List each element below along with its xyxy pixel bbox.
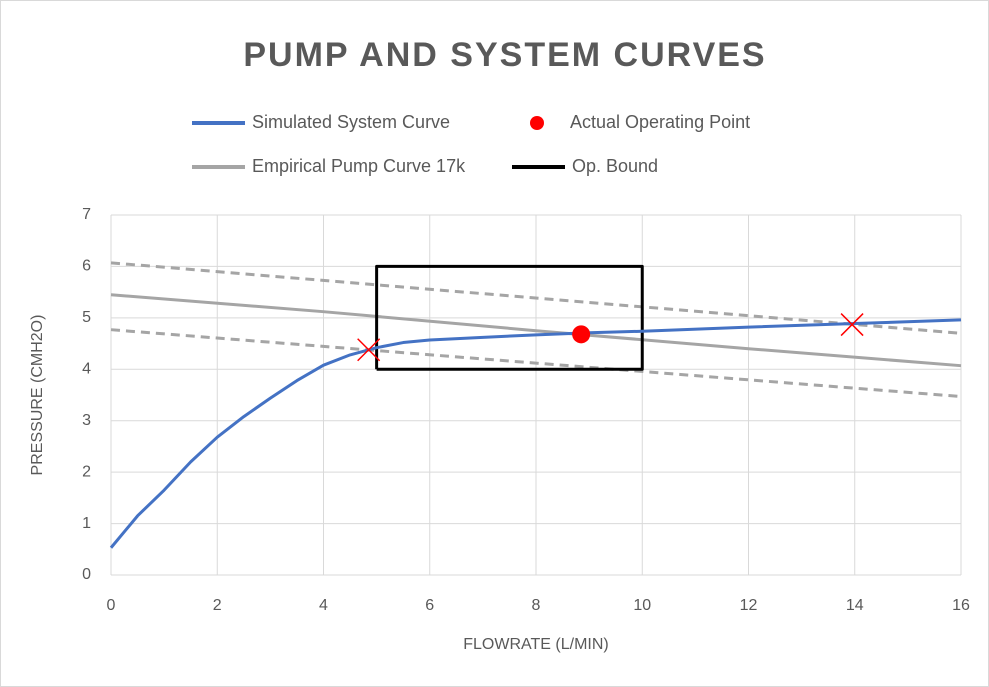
x-tick-label: 2: [213, 597, 222, 614]
legend-label: Empirical Pump Curve 17k: [252, 156, 466, 176]
y-tick-label: 4: [82, 361, 91, 378]
series-line: [109, 318, 962, 549]
legend-label: Simulated System Curve: [252, 112, 450, 132]
legend-label: Actual Operating Point: [570, 112, 750, 132]
dashed-line: [110, 328, 962, 399]
series-line: [375, 264, 644, 371]
x-tick-label: 8: [532, 597, 541, 614]
x-tick-label: 0: [107, 597, 116, 614]
x-tick-label: 6: [425, 597, 434, 614]
series-line: [110, 293, 962, 368]
x-tick-label: 14: [846, 597, 864, 614]
cross-marker: [357, 338, 381, 362]
x-tick-label: 10: [633, 597, 651, 614]
point-marker: [572, 325, 591, 344]
dashed-line: [110, 261, 962, 335]
y-tick-label: 3: [82, 412, 91, 429]
x-tick-label: 4: [319, 597, 328, 614]
legend-label: Op. Bound: [572, 156, 658, 176]
y-axis-title: PRESSURE (CMH2O): [29, 315, 46, 476]
legend-symbol: [530, 116, 544, 130]
x-tick-label: 12: [740, 597, 758, 614]
y-tick-label: 5: [82, 309, 91, 326]
cross-marker: [840, 313, 864, 337]
y-tick-label: 0: [82, 566, 91, 583]
y-tick-label: 6: [82, 258, 91, 275]
y-tick-label: 1: [82, 515, 91, 532]
x-tick-label: 16: [952, 597, 970, 614]
y-tick-label: 7: [82, 206, 91, 223]
y-tick-label: 2: [82, 463, 91, 480]
chart-title: PUMP AND SYSTEM CURVES: [243, 36, 766, 74]
x-axis-title: FLOWRATE (L/MIN): [463, 636, 608, 653]
